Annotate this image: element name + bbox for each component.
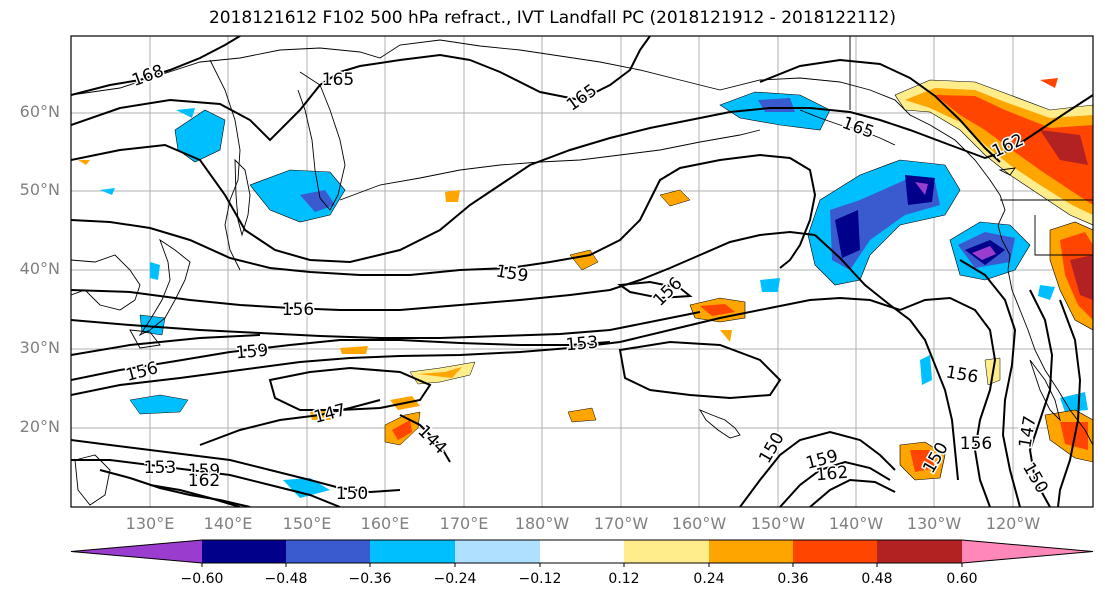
contour-east-150 [1057,299,1082,507]
lon-tick-label: 120°W [985,514,1041,533]
contour-156-mid [71,311,701,339]
colorbar-extend-low [71,540,202,563]
contour-159-north [71,153,817,276]
coast-bc [997,194,1013,291]
colorbar-segment [286,540,370,563]
colorbar-segment [455,540,540,563]
coast-japan-south [129,329,161,349]
contour-label: 156 [960,434,992,454]
colorbar-segment [709,540,793,563]
contour-162-south-east [809,478,896,507]
contour-147 [199,399,381,446]
colorbar-tick-label: 0.36 [777,571,809,587]
colorbar-tick-label: 0.12 [608,571,640,587]
contour-162-a [71,111,731,264]
lon-tick-label: 140°W [828,514,884,533]
coast-hawaii [698,409,741,439]
lon-tick-label: 150°W [750,514,806,533]
coast-asia-north [71,39,721,96]
contour-east-ridge-3 [959,259,1021,507]
colorbar-tick-label: 0.60 [946,571,978,587]
contour-159-south-east [779,460,891,507]
colorbar-segment [540,540,624,563]
coast-baja [1029,359,1061,422]
lat-tick-label: 50°N [19,180,60,199]
colorbar-tick-label: 0.24 [693,571,725,587]
lon-tick-label: 170°E [439,514,489,533]
contour-label: 162 [188,471,220,491]
colorbar-tick-label: 0.48 [861,571,893,587]
coast-kamchatka [297,71,346,211]
coast-okhotsk [209,59,241,271]
lon-tick-label: 130°E [125,514,175,533]
colorbar-extend-high [962,540,1093,563]
contour-153 [71,296,901,396]
coast-japan [138,238,191,337]
contour-153-south [71,459,341,507]
lat-tick-label: 60°N [19,102,60,121]
colorbar-segment [624,540,709,563]
contour-150-south [71,439,401,494]
refractivity-contours [71,36,1093,507]
contour-165-mid [469,36,651,102]
contour-label: 159 [188,461,220,481]
lon-tick-label: 150°E [282,514,332,533]
contour-label: 153 [144,458,176,478]
colorbar-tick-label: −0.48 [264,571,308,587]
map-frame [70,35,1094,508]
coast-us-west [1011,289,1093,446]
anomaly-shading [78,78,1093,498]
colorbar-segment [370,540,455,563]
contour-east-147 [1028,289,1054,507]
border-us-states [1034,215,1093,256]
colorbar-segment [202,540,286,563]
contour-loop-midpacific [617,280,693,300]
contour-165-west [71,53,471,142]
contour-150-loop [268,366,432,411]
colorbar-tick-label: −0.36 [348,571,392,587]
contour-label: 156 [282,300,314,320]
lat-tick-label: 30°N [19,338,60,357]
contour-156-north [71,230,816,311]
contour-label: 162 [815,463,849,486]
colorbar-segment [793,540,877,563]
contour-165-east [759,58,1001,163]
lon-tick-label: 130°W [906,514,962,533]
colorbar-tick-label: −0.24 [433,571,477,587]
lon-tick-label: 160°W [671,514,727,533]
lon-tick-label: 160°E [360,514,410,533]
colorbar-tick-label: −0.12 [518,571,562,587]
contour-156-south [71,339,611,381]
coast-alaska [719,77,1001,196]
contour-159-south [99,469,251,507]
contour-label: 150 [336,484,368,504]
contour-162-b [729,94,1093,160]
coast-alaska-peninsula [799,109,896,146]
lon-tick-label: 170°W [593,514,649,533]
contour-east-ridge-1 [814,234,959,481]
map-title: 2018121612 F102 500 hPa refract., IVT La… [208,8,896,28]
contour-150-hawaii-south [739,430,896,507]
contour-168 [71,36,241,96]
colorbar-segment [877,540,962,563]
coast-aleutians [339,129,761,201]
contour-150-hawaii [618,340,782,400]
lon-tick-label: 140°E [203,514,253,533]
colorbar-tick-label: −0.60 [180,571,224,587]
lon-tick-label: 180°W [514,514,570,533]
contour-label: 159 [235,341,269,364]
contour-label: 165 [322,70,354,90]
coast-philippines [74,454,111,506]
contour-159-mid [71,334,261,356]
lat-tick-label: 40°N [19,259,60,278]
colorbar [70,539,1094,567]
coast-sakhalin [234,158,251,237]
contour-162-south [149,484,241,507]
lat-tick-label: 20°N [19,417,60,436]
contour-east-ridge-2 [899,296,997,507]
contour-label: 153 [565,333,599,356]
contour-144 [399,414,451,463]
